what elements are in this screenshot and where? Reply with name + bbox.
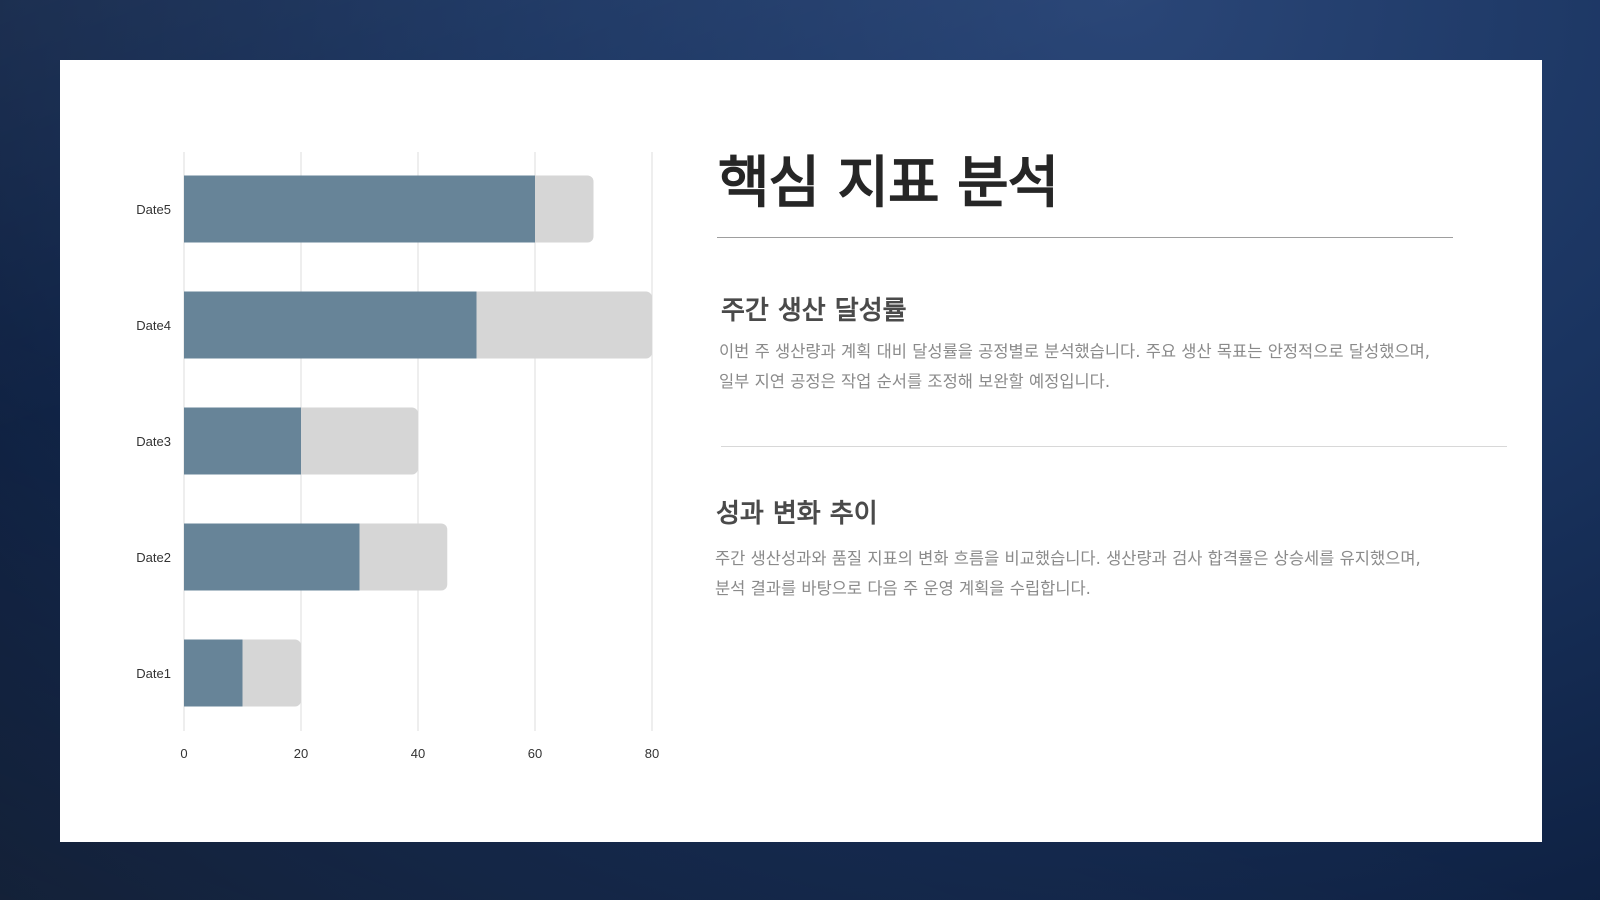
section-heading-weekly-production: 주간 생산 달성률 bbox=[721, 296, 907, 326]
x-tick-label: 0 bbox=[180, 746, 187, 761]
category-label: Date5 bbox=[136, 202, 171, 217]
category-label: Date3 bbox=[136, 434, 171, 449]
stacked-bar-chart: 0 20 40 60 80 Date5 Date4 Date3 Date2 Date1 bbox=[136, 152, 659, 761]
x-tick-label: 40 bbox=[411, 746, 425, 761]
bar-segment-achieved bbox=[184, 175, 535, 243]
slide-title: 핵심 지표 분석 bbox=[718, 151, 1059, 216]
bar-segment-achieved bbox=[184, 291, 477, 359]
section-heading-performance-trend: 성과 변화 추이 bbox=[716, 499, 878, 529]
category-label: Date1 bbox=[136, 666, 171, 681]
bar-segment-achieved bbox=[184, 523, 360, 591]
bar-segment-achieved bbox=[184, 639, 243, 707]
bar-segment-remaining bbox=[295, 407, 418, 475]
x-tick-label: 60 bbox=[528, 746, 542, 761]
section-body-line: 일부 지연 공정은 작업 순서를 조정해 보완할 예정입니다. bbox=[719, 372, 1111, 391]
category-label: Date2 bbox=[136, 550, 171, 565]
title-divider bbox=[717, 237, 1453, 238]
bar-segment-remaining bbox=[236, 639, 301, 707]
section-body-weekly-production: 이번 주 생산량과 계획 대비 달성률을 공정별로 분석했습니다. 주요 생산 … bbox=[719, 337, 1479, 397]
section-body-line: 주간 생산성과와 품질 지표의 변화 흐름을 비교했습니다. 생산량과 검사 합… bbox=[715, 549, 1421, 568]
bar-segment-remaining bbox=[529, 175, 594, 243]
bar-segment-achieved bbox=[184, 407, 301, 475]
section-divider bbox=[721, 446, 1507, 447]
bar-segment-remaining bbox=[470, 291, 652, 359]
section-body-line: 이번 주 생산량과 계획 대비 달성률을 공정별로 분석했습니다. 주요 생산 … bbox=[719, 342, 1430, 361]
section-body-performance-trend: 주간 생산성과와 품질 지표의 변화 흐름을 비교했습니다. 생산량과 검사 합… bbox=[715, 544, 1475, 604]
x-tick-label: 80 bbox=[645, 746, 659, 761]
x-tick-label: 20 bbox=[294, 746, 308, 761]
category-label: Date4 bbox=[136, 318, 171, 333]
bar-segment-remaining bbox=[353, 523, 448, 591]
slide-card: 0 20 40 60 80 Date5 Date4 Date3 Date2 Date1 핵심 지표… bbox=[60, 60, 1542, 842]
section-body-line: 분석 결과를 바탕으로 다음 주 운영 계획을 수립합니다. bbox=[715, 579, 1091, 598]
